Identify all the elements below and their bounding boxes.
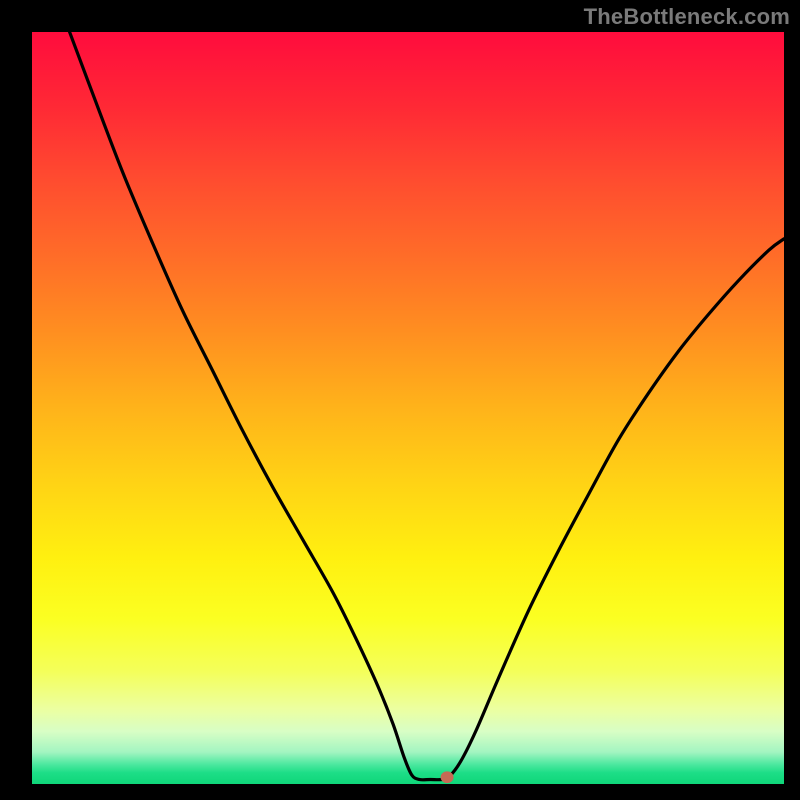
bottleneck-curve-chart xyxy=(0,0,800,800)
optimal-point-marker xyxy=(441,771,454,783)
chart-container: TheBottleneck.com xyxy=(0,0,800,800)
watermark-text: TheBottleneck.com xyxy=(584,4,790,30)
chart-gradient-bg xyxy=(32,32,784,784)
